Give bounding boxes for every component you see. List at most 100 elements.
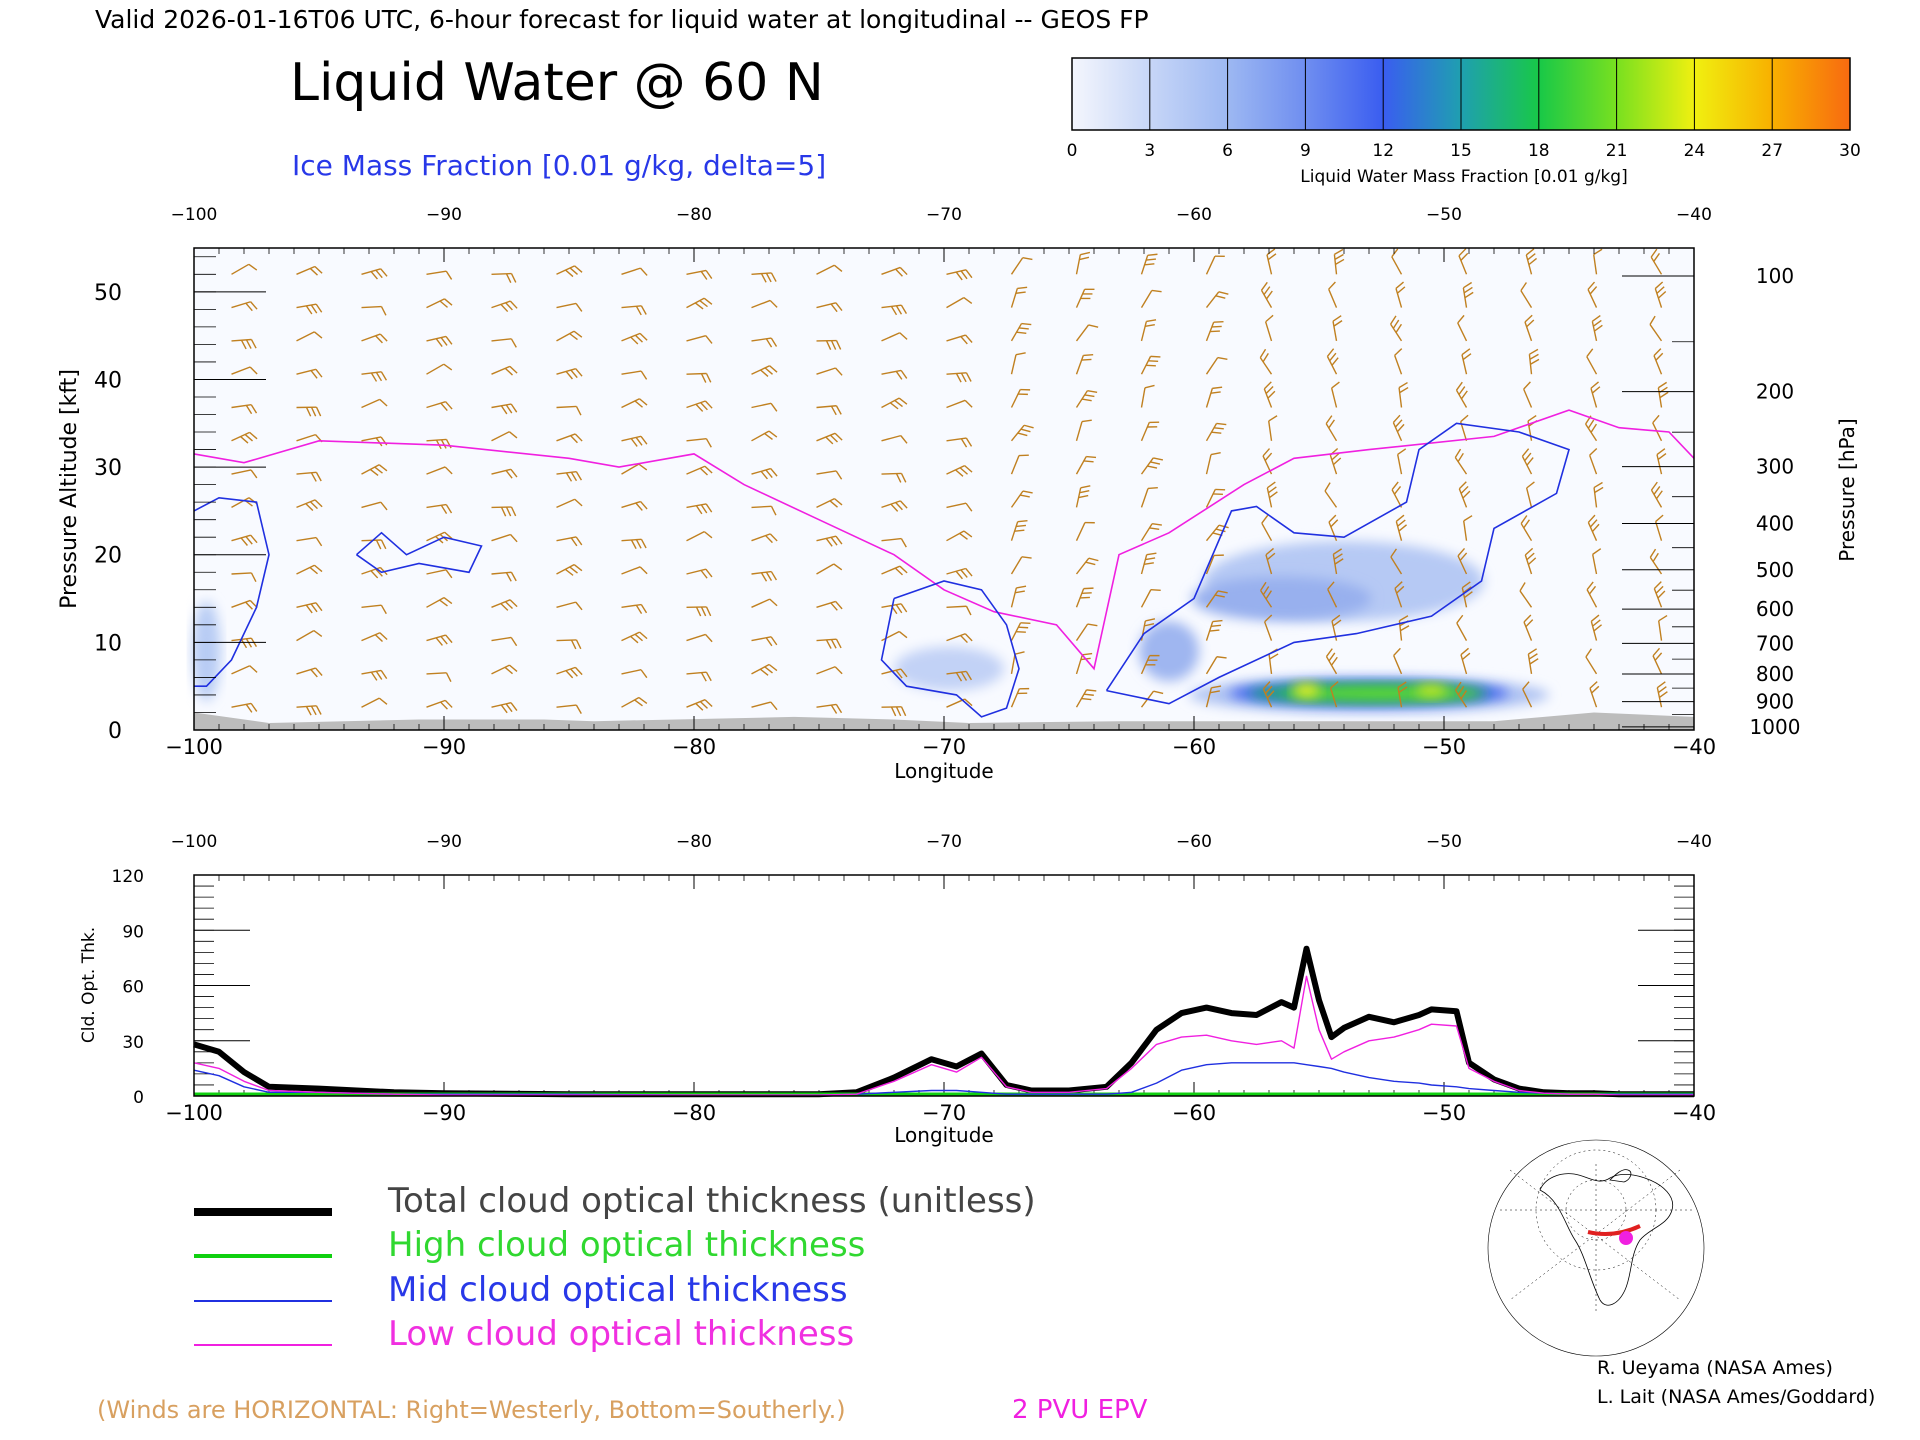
wind-barb: [1140, 654, 1160, 675]
wind-barb: [1656, 681, 1668, 708]
wind-barb: [1205, 255, 1225, 275]
wind-barb: [1205, 356, 1228, 375]
wind-barb: [1205, 291, 1229, 309]
wind-barb: [1587, 514, 1600, 541]
wind-barb: [1075, 419, 1092, 441]
wind-barb: [1591, 314, 1603, 342]
wind-barb: [1392, 414, 1405, 442]
wind-barb: [1459, 414, 1469, 442]
wind-barb: [621, 566, 648, 575]
wind-barb: [556, 536, 583, 547]
wind-barb: [1075, 587, 1094, 608]
ice-contour: [193, 496, 270, 687]
legend: Total cloud optical thickness (unitless)…: [194, 1181, 1036, 1354]
bottom-ylabel: Cld. Opt. Thk.: [79, 927, 99, 1043]
wind-barb: [686, 335, 713, 344]
wind-barb: [231, 366, 258, 375]
wind-barb: [881, 266, 908, 277]
wind-barb: [751, 365, 778, 377]
colorbar-tick-label: 3: [1144, 141, 1155, 161]
wind-barb: [1396, 448, 1407, 475]
wind-barb: [231, 301, 258, 312]
y2-tick-label: 700: [1756, 631, 1794, 655]
wind-barb: [751, 337, 778, 348]
wind-barb: [1652, 647, 1663, 675]
wind-barb: [816, 498, 843, 509]
x-top-tick-label: −90: [426, 832, 462, 852]
wind-barb: [296, 303, 323, 315]
wind-barb: [1010, 322, 1032, 342]
wind-barb: [556, 405, 582, 416]
wind-barb: [1589, 681, 1600, 708]
wind-barb: [816, 600, 843, 611]
wind-barb: [231, 469, 258, 479]
wind-barb: [1205, 554, 1224, 575]
wind-barb: [1205, 321, 1224, 342]
wind-barb: [491, 664, 518, 675]
wind-barb: [1205, 590, 1228, 608]
wind-barb: [686, 400, 713, 412]
top-panel: −100 −100 −90 −90 −80 −80 −70 −70 −60 −60 −50 −50 −4…: [57, 205, 1859, 783]
wind-barb: [231, 534, 258, 546]
wind-barb: [1462, 281, 1474, 308]
wind-barb: [1658, 614, 1668, 641]
ice-contour: [355, 531, 483, 574]
wind-barb: [361, 398, 388, 409]
wind-barb: [621, 538, 647, 550]
x-tick-label: −90: [422, 1101, 466, 1125]
wind-barb: [1456, 614, 1468, 641]
wind-barb: [1455, 681, 1468, 708]
x-top-tick-label: −40: [1676, 205, 1712, 225]
wind-barb: [1260, 581, 1273, 608]
y2-tick-label: 800: [1756, 662, 1794, 686]
epv-line: [193, 409, 1695, 671]
locator-map: [1487, 1139, 1705, 1357]
wind-barb: [1393, 647, 1403, 675]
wind-barb: [946, 502, 973, 512]
x-top-tick-label: −60: [1176, 832, 1212, 852]
wind-barb: [296, 705, 322, 716]
wind-barb: [361, 697, 388, 708]
wind-barb: [1330, 381, 1340, 408]
wind-barb: [751, 467, 778, 480]
y-tick-label: 50: [94, 281, 122, 306]
x-tick-label: −70: [922, 1101, 966, 1125]
y-tick-label: 30: [94, 456, 122, 481]
wind-barb: [816, 302, 843, 313]
wind-barb: [1458, 248, 1469, 275]
bottom-axis-ticks: −100 −100 −90 −90 −80 −80 −70 −70 −60 −60 −50 −50 −4…: [112, 832, 1717, 1125]
wind-barb: [361, 539, 387, 550]
wind-barb: [1590, 381, 1601, 408]
wind-barb: [556, 601, 583, 611]
wind-barb: [1140, 552, 1157, 575]
wind-barb: [946, 530, 973, 542]
wind-barb: [426, 634, 453, 646]
wind-barb: [1010, 556, 1032, 575]
x-tick-label: −80: [672, 735, 716, 759]
wind-barb: [1205, 488, 1226, 508]
wind-barb: [1010, 651, 1025, 675]
wind-barb: [1654, 281, 1667, 308]
wind-barb: [556, 704, 582, 714]
wind-barb: [556, 265, 583, 278]
colorbar-tick-label: 0: [1067, 141, 1078, 161]
wind-barb: [361, 371, 388, 382]
wind-barb: [296, 602, 323, 614]
colorbar-tick-label: 24: [1684, 141, 1706, 161]
wind-barb: [1390, 548, 1403, 575]
page-title: Liquid Water @ 60 N: [290, 53, 824, 113]
y-tick-label: 120: [112, 867, 144, 887]
x-tick-label: −70: [922, 735, 966, 759]
wind-barb: [491, 365, 518, 376]
wind-barb: [621, 603, 648, 614]
wind-barb: [361, 464, 388, 477]
wind-barb: [1010, 257, 1033, 275]
wind-barb: [296, 406, 322, 417]
x-tick-label: −40: [1672, 735, 1716, 759]
wind-barb: [1649, 548, 1663, 575]
wind-barb: [816, 432, 843, 445]
wind-barb: [1262, 681, 1275, 708]
wind-barb: [751, 598, 778, 608]
wind-barb: [1140, 457, 1164, 475]
wind-barb: [1390, 315, 1403, 342]
